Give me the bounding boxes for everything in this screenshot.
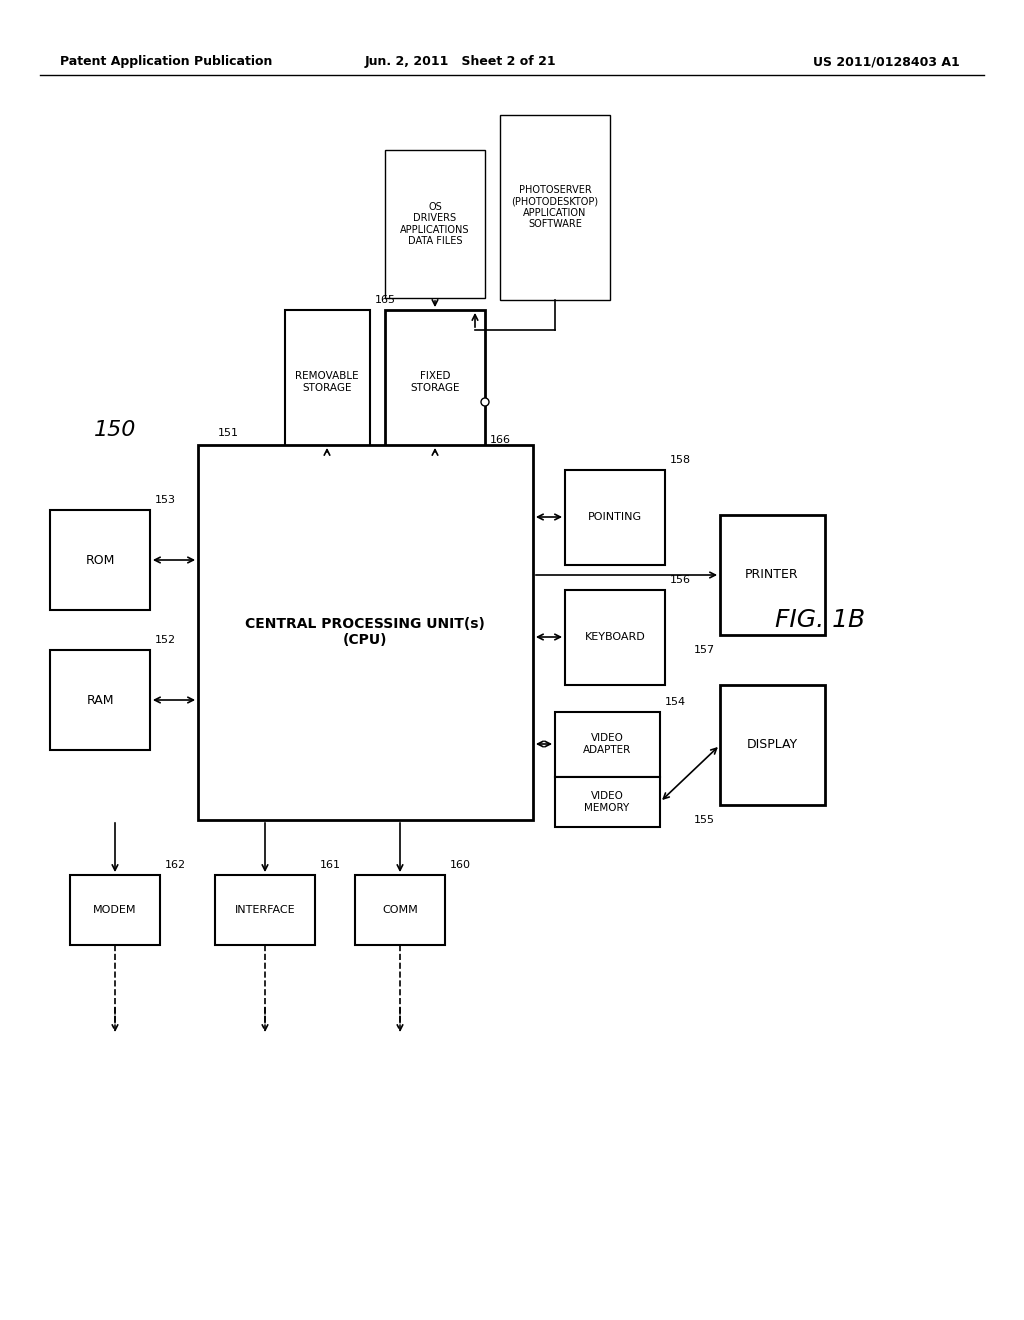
- Text: PRINTER: PRINTER: [745, 569, 799, 582]
- Text: DISPLAY: DISPLAY: [746, 738, 798, 751]
- Circle shape: [481, 399, 489, 407]
- Bar: [355, 875, 445, 945]
- Text: 166: 166: [490, 436, 511, 445]
- Bar: [385, 310, 485, 455]
- Text: RAM: RAM: [86, 693, 114, 706]
- Text: MODEM: MODEM: [93, 906, 137, 915]
- Text: 152: 152: [155, 635, 176, 645]
- Text: REMOVABLE
STORAGE: REMOVABLE STORAGE: [295, 371, 358, 393]
- Text: 162: 162: [165, 861, 186, 870]
- Bar: [565, 590, 665, 685]
- Text: 156: 156: [670, 576, 691, 585]
- Text: FIXED
STORAGE: FIXED STORAGE: [411, 371, 460, 393]
- Text: 154: 154: [665, 697, 686, 708]
- Bar: [555, 777, 660, 828]
- Text: 158: 158: [670, 455, 691, 465]
- Bar: [720, 685, 825, 805]
- Text: OS
DRIVERS
APPLICATIONS
DATA FILES: OS DRIVERS APPLICATIONS DATA FILES: [400, 202, 470, 247]
- Text: 160: 160: [450, 861, 471, 870]
- Text: PHOTOSERVER
(PHOTODESKTOP)
APPLICATION
SOFTWARE: PHOTOSERVER (PHOTODESKTOP) APPLICATION S…: [511, 185, 599, 230]
- Text: ROM: ROM: [85, 553, 115, 566]
- Bar: [500, 115, 610, 300]
- Bar: [50, 510, 150, 610]
- Bar: [198, 445, 534, 820]
- Text: VIDEO
MEMORY: VIDEO MEMORY: [585, 791, 630, 813]
- Text: 161: 161: [319, 861, 341, 870]
- Text: FIG. 1B: FIG. 1B: [775, 609, 865, 632]
- Text: Jun. 2, 2011   Sheet 2 of 21: Jun. 2, 2011 Sheet 2 of 21: [365, 55, 556, 69]
- Text: 165: 165: [375, 294, 396, 305]
- Text: US 2011/0128403 A1: US 2011/0128403 A1: [813, 55, 961, 69]
- Text: 157: 157: [694, 645, 715, 655]
- Bar: [555, 711, 660, 777]
- Bar: [285, 310, 370, 455]
- Text: CENTRAL PROCESSING UNIT(s)
(CPU): CENTRAL PROCESSING UNIT(s) (CPU): [245, 616, 485, 647]
- Text: 155: 155: [694, 814, 715, 825]
- Bar: [720, 515, 825, 635]
- Bar: [385, 150, 485, 298]
- Bar: [215, 875, 315, 945]
- Text: COMM: COMM: [382, 906, 418, 915]
- Text: 153: 153: [155, 495, 176, 506]
- Bar: [565, 470, 665, 565]
- Text: POINTING: POINTING: [588, 512, 642, 521]
- Bar: [50, 649, 150, 750]
- Text: 150: 150: [94, 420, 136, 440]
- Text: KEYBOARD: KEYBOARD: [585, 632, 645, 642]
- Text: 151: 151: [218, 428, 239, 438]
- Bar: [70, 875, 160, 945]
- Text: INTERFACE: INTERFACE: [234, 906, 295, 915]
- Text: VIDEO
ADAPTER: VIDEO ADAPTER: [583, 733, 631, 755]
- Text: Patent Application Publication: Patent Application Publication: [60, 55, 272, 69]
